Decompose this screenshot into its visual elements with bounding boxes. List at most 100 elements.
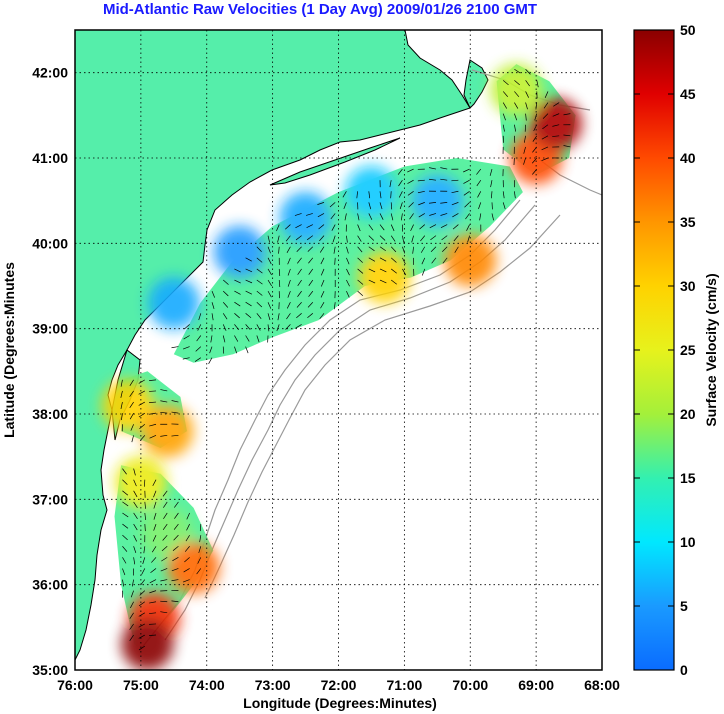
velocity-arrow [149, 379, 157, 381]
velocity-arrow [256, 257, 263, 263]
velocity-arrow [429, 202, 437, 204]
velocity-arrow [152, 535, 157, 542]
velocity-arrow [368, 224, 374, 231]
velocity-arrow [234, 268, 241, 273]
velocity-arrow [171, 568, 179, 572]
velocity-arrow [256, 246, 262, 253]
velocity-arrow [151, 546, 157, 553]
colorbar-tick-labels: 0 5 10 15 20 25 30 35 40 45 50 [634, 22, 696, 678]
velocity-arrow [390, 213, 394, 221]
velocity-arrow [451, 179, 459, 182]
velocity-arrow [308, 268, 314, 275]
colorbar-tick-label: 50 [680, 22, 696, 38]
velocity-arrow [131, 435, 134, 443]
velocity-arrow [399, 202, 403, 210]
velocity-arrow [430, 246, 437, 252]
velocity-arrow [440, 178, 448, 181]
velocity-arrow [210, 335, 213, 343]
velocity-arrow [138, 379, 146, 384]
velocity-arrow [208, 357, 213, 364]
colorbar-tick-label: 10 [680, 534, 696, 550]
velocity-arrow [402, 268, 407, 276]
x-tick-label: 76:00 [57, 677, 93, 693]
velocity-arrow [194, 357, 202, 362]
velocity-arrow [400, 213, 403, 221]
velocity-arrow [267, 246, 271, 254]
velocity-arrow [122, 479, 128, 485]
velocity-arrow [390, 268, 397, 274]
x-tick-label: 73:00 [255, 677, 291, 693]
velocity-arrow [357, 235, 362, 242]
velocity-arrow [407, 190, 414, 196]
velocity-arrow [295, 224, 302, 229]
velocity-arrow [542, 124, 549, 130]
velocity-arrow [183, 568, 190, 573]
velocity-arrow [133, 512, 138, 520]
velocity-arrow [420, 246, 426, 253]
velocity-arrow [402, 246, 406, 254]
velocity-arrow [267, 235, 270, 243]
velocity-arrow [465, 213, 470, 220]
velocity-arrow [297, 257, 302, 264]
velocity-arrow [133, 546, 137, 554]
velocity-arrow [122, 468, 127, 475]
velocity-arrow [138, 623, 145, 628]
velocity-arrow [276, 324, 280, 332]
velocity-arrow [295, 235, 302, 241]
velocity-arrow [234, 313, 240, 319]
velocity-arrow [408, 202, 414, 208]
plot-frame [74, 29, 603, 671]
colorbar-tick-label: 35 [680, 214, 696, 230]
velocity-arrow [144, 501, 146, 509]
velocity-arrow [171, 434, 179, 437]
velocity-arrow [153, 512, 157, 520]
velocity-arrow [286, 246, 291, 254]
velocity-arrow [331, 224, 336, 231]
velocity-arrow [320, 279, 325, 287]
velocity-arrow [133, 468, 136, 476]
velocity-arrow [144, 524, 146, 532]
velocity-arrow [173, 534, 179, 541]
velocity-arrow [308, 257, 314, 264]
velocity-arrow [296, 246, 302, 253]
velocity-arrow [502, 102, 508, 109]
velocity-arrow [379, 191, 382, 199]
velocity-arrow [138, 390, 145, 395]
velocity-arrow [357, 268, 364, 274]
velocity-arrow [172, 557, 179, 562]
speed-sample [529, 97, 582, 150]
velocity-arrow [174, 512, 179, 519]
velocity-arrow [129, 634, 134, 642]
velocity-arrow [256, 268, 263, 274]
velocity-arrow [407, 168, 414, 173]
velocity-arrow [129, 390, 134, 397]
x-axis-label: Longitude (Degrees:Minutes) [243, 695, 437, 711]
velocity-arrow [297, 290, 302, 297]
velocity-arrow [161, 557, 168, 562]
velocity-arrow [256, 313, 262, 319]
velocity-arrow [160, 434, 168, 437]
colorbar-tick-label: 25 [680, 342, 696, 358]
velocity-arrow [502, 191, 505, 199]
velocity-arrow [149, 601, 157, 604]
velocity-arrow [491, 213, 494, 221]
velocity-arrow [440, 167, 448, 170]
velocity-arrow [346, 235, 348, 243]
velocity-arrow [306, 224, 313, 229]
velocity-arrow [285, 224, 291, 230]
velocity-arrow [525, 69, 531, 75]
velocity-arrow [368, 246, 375, 252]
velocity-arrow [440, 224, 448, 229]
velocity-arrow [256, 335, 260, 343]
speed-sample [147, 277, 200, 330]
velocity-arrow [234, 301, 241, 307]
velocity-arrow [297, 279, 302, 287]
velocity-arrow [356, 191, 358, 199]
velocity-arrow [122, 534, 128, 541]
velocity-arrow [196, 335, 202, 342]
velocity-arrow [532, 135, 538, 142]
velocity-arrow [479, 213, 482, 221]
x-tick-label: 69:00 [518, 677, 554, 693]
velocity-arrow [466, 224, 470, 231]
velocity-arrow [491, 191, 493, 199]
